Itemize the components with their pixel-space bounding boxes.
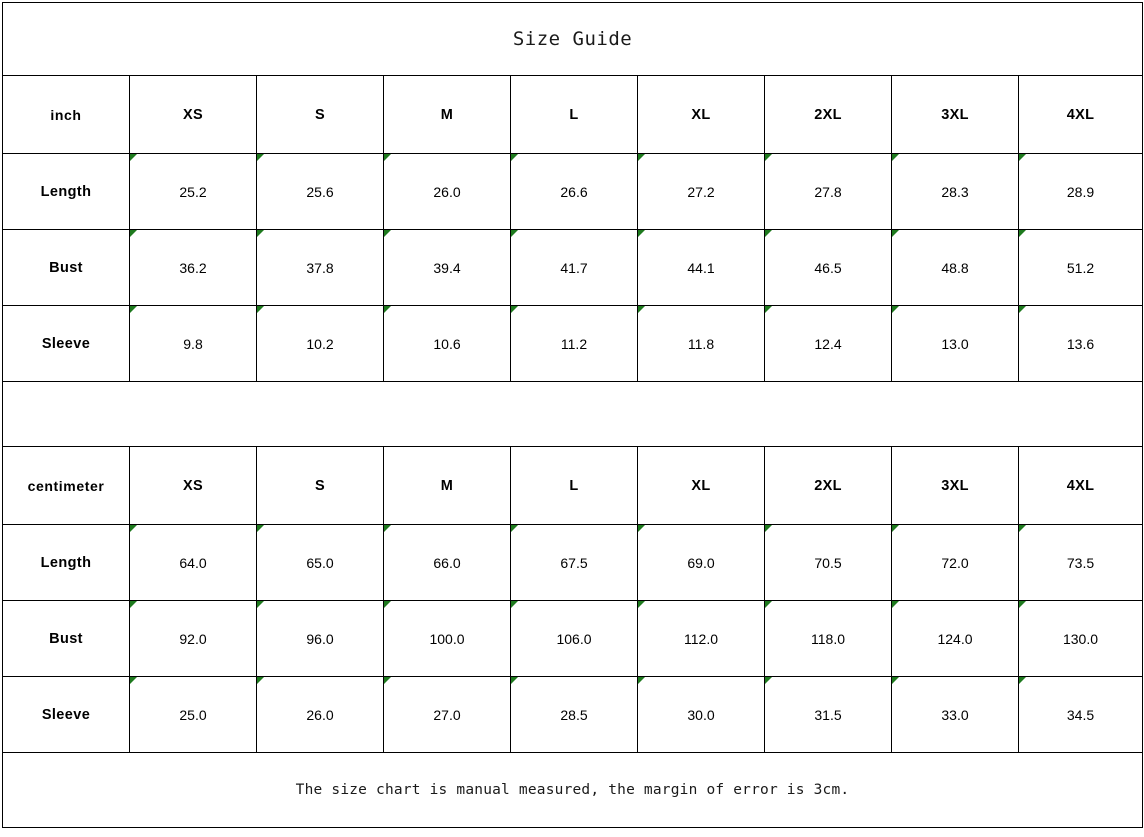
inch-bust-m: 39.4	[383, 229, 511, 306]
cm-sleeve-l: 28.5	[510, 676, 638, 753]
cm-size-header-2xl: 2XL	[764, 446, 892, 525]
cm-bust-xs: 92.0	[129, 600, 257, 677]
table-row: Bust 36.2 37.8 39.4 41.7 44.1 46.5 48.8 …	[2, 229, 1144, 306]
cm-length-xs: 64.0	[129, 524, 257, 601]
centimeter-header-row: centimeter XS S M L XL 2XL 3XL 4XL	[2, 446, 1144, 525]
cm-sleeve-xs: 25.0	[129, 676, 257, 753]
cm-sleeve-4xl: 34.5	[1017, 676, 1144, 753]
inch-size-header-xl: XL	[637, 75, 765, 154]
inch-bust-xl: 44.1	[637, 229, 765, 306]
inch-size-header-l: L	[510, 75, 638, 154]
inch-sleeve-m: 10.6	[383, 305, 511, 382]
table-row: Length 25.2 25.6 26.0 26.6 27.2 27.8 28.…	[2, 153, 1144, 230]
cm-bust-s: 96.0	[256, 600, 384, 677]
table-row: Bust 92.0 96.0 100.0 106.0 112.0 118.0 1…	[2, 600, 1144, 677]
cm-length-3xl: 72.0	[891, 524, 1019, 601]
inch-length-2xl: 27.8	[764, 153, 892, 230]
inch-sleeve-2xl: 12.4	[764, 305, 892, 382]
inch-bust-4xl: 51.2	[1017, 229, 1144, 306]
cm-length-s: 65.0	[256, 524, 384, 601]
cm-size-header-s: S	[256, 446, 384, 525]
table-row: Length 64.0 65.0 66.0 67.5 69.0 70.5 72.…	[2, 524, 1144, 601]
cm-row-label-sleeve: Sleeve	[2, 676, 130, 753]
footer-note: The size chart is manual measured, the m…	[1, 752, 1144, 828]
cm-sleeve-xl: 30.0	[637, 676, 765, 753]
cm-size-header-l: L	[510, 446, 638, 525]
inch-length-l: 26.6	[510, 153, 638, 230]
table-row: Sleeve 9.8 10.2 10.6 11.2 11.8 12.4 13.0…	[2, 305, 1144, 382]
section-spacer-cell	[1, 381, 1144, 447]
inch-size-header-m: M	[383, 75, 511, 154]
cm-bust-3xl: 124.0	[891, 600, 1019, 677]
cm-row-label-length: Length	[2, 524, 130, 601]
inch-bust-xs: 36.2	[129, 229, 257, 306]
inch-sleeve-4xl: 13.6	[1017, 305, 1144, 382]
inch-sleeve-xl: 11.8	[637, 305, 765, 382]
inch-size-header-4xl: 4XL	[1017, 75, 1144, 154]
section-spacer-row	[1, 381, 1144, 447]
inch-bust-l: 41.7	[510, 229, 638, 306]
inch-sleeve-s: 10.2	[256, 305, 384, 382]
inch-size-header-s: S	[256, 75, 384, 154]
title-row: Size Guide	[1, 2, 1144, 76]
inch-bust-s: 37.8	[256, 229, 384, 306]
cm-row-label-bust: Bust	[2, 600, 130, 677]
cm-bust-2xl: 118.0	[764, 600, 892, 677]
cm-length-m: 66.0	[383, 524, 511, 601]
cm-bust-l: 106.0	[510, 600, 638, 677]
inch-sleeve-3xl: 13.0	[891, 305, 1019, 382]
footer-note-row: The size chart is manual measured, the m…	[1, 752, 1144, 828]
cm-sleeve-m: 27.0	[383, 676, 511, 753]
cm-size-header-4xl: 4XL	[1017, 446, 1144, 525]
page-title: Size Guide	[1, 2, 1144, 76]
cm-size-header-3xl: 3XL	[891, 446, 1019, 525]
cm-length-4xl: 73.5	[1017, 524, 1144, 601]
cm-size-header-m: M	[383, 446, 511, 525]
inch-sleeve-xs: 9.8	[129, 305, 257, 382]
inch-length-3xl: 28.3	[891, 153, 1019, 230]
unit-label-inch: inch	[2, 75, 130, 154]
cm-length-2xl: 70.5	[764, 524, 892, 601]
cm-bust-xl: 112.0	[637, 600, 765, 677]
unit-label-centimeter: centimeter	[2, 446, 130, 525]
inch-length-4xl: 28.9	[1017, 153, 1144, 230]
inch-sleeve-l: 11.2	[510, 305, 638, 382]
inch-length-m: 26.0	[383, 153, 511, 230]
inch-length-xl: 27.2	[637, 153, 765, 230]
cm-length-l: 67.5	[510, 524, 638, 601]
inch-size-header-3xl: 3XL	[891, 75, 1019, 154]
cm-size-header-xl: XL	[637, 446, 765, 525]
inch-bust-3xl: 48.8	[891, 229, 1019, 306]
inch-size-header-2xl: 2XL	[764, 75, 892, 154]
inch-size-header-xs: XS	[129, 75, 257, 154]
inch-row-label-bust: Bust	[2, 229, 130, 306]
cm-sleeve-2xl: 31.5	[764, 676, 892, 753]
inch-row-label-length: Length	[2, 153, 130, 230]
inch-length-xs: 25.2	[129, 153, 257, 230]
inch-header-row: inch XS S M L XL 2XL 3XL 4XL	[2, 75, 1144, 154]
inch-bust-2xl: 46.5	[764, 229, 892, 306]
inch-row-label-sleeve: Sleeve	[2, 305, 130, 382]
cm-bust-m: 100.0	[383, 600, 511, 677]
cm-length-xl: 69.0	[637, 524, 765, 601]
cm-sleeve-3xl: 33.0	[891, 676, 1019, 753]
cm-size-header-xs: XS	[129, 446, 257, 525]
table-row: Sleeve 25.0 26.0 27.0 28.5 30.0 31.5 33.…	[2, 676, 1144, 753]
cm-bust-4xl: 130.0	[1017, 600, 1144, 677]
inch-length-s: 25.6	[256, 153, 384, 230]
cm-sleeve-s: 26.0	[256, 676, 384, 753]
